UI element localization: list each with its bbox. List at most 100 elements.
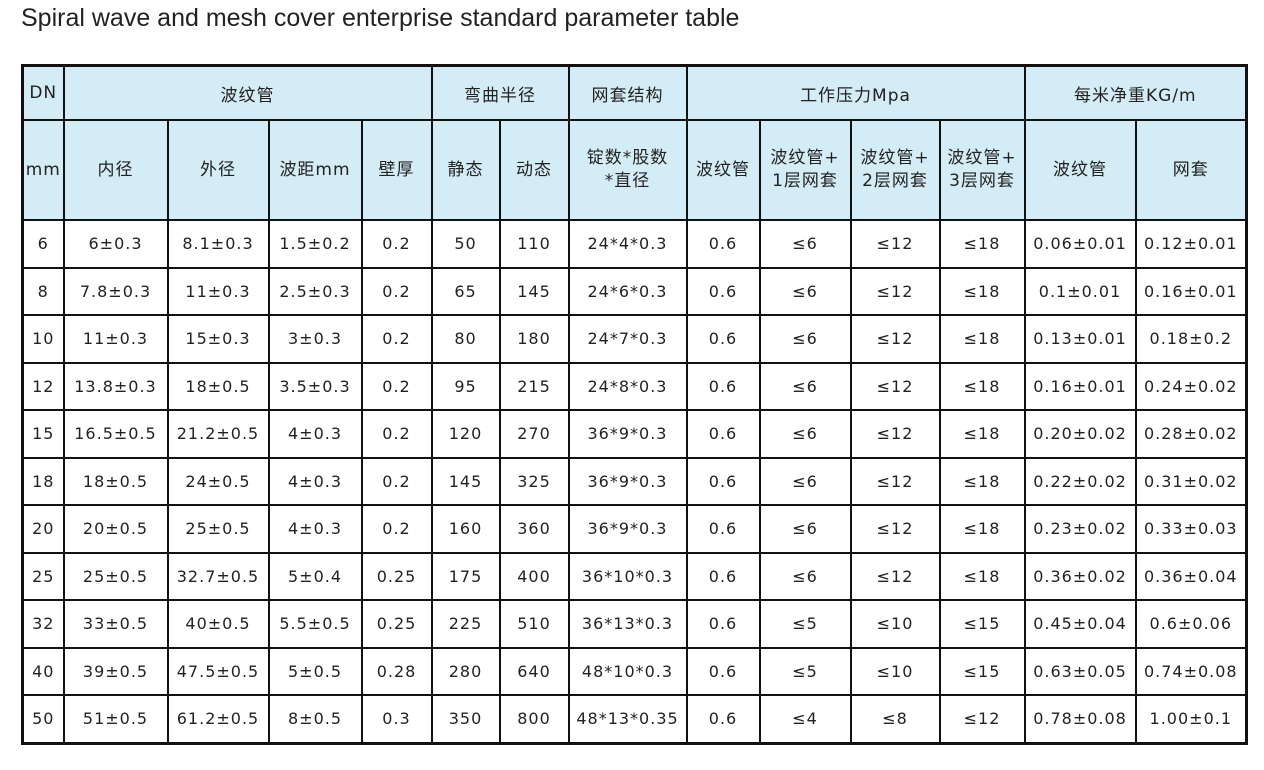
data-cell: ≤6 bbox=[758, 361, 852, 411]
data-cell: 0.3 bbox=[360, 694, 433, 744]
subheader-line: 1层网套 bbox=[772, 171, 838, 191]
data-cell: 0.6 bbox=[685, 694, 761, 744]
subheader-line: 3层网套 bbox=[949, 171, 1015, 191]
data-cell: 0.24±0.02 bbox=[1134, 361, 1248, 411]
data-cell: 2.5±0.3 bbox=[267, 266, 363, 316]
subheader-cell: 波纹管+ 2层网套 bbox=[849, 119, 941, 221]
data-cell: 0.2 bbox=[360, 456, 433, 506]
data-cell: 0.16±0.01 bbox=[1023, 361, 1137, 411]
data-row: 32 33±0.5 40±0.5 5.5±0.5 0.25 225 510 36*13*0.3… bbox=[21, 599, 1248, 649]
data-cell: 11±0.3 bbox=[62, 314, 169, 364]
data-cell: 15±0.3 bbox=[166, 314, 270, 364]
data-cell: 0.22±0.02 bbox=[1023, 456, 1137, 506]
data-cell: 0.2 bbox=[360, 361, 433, 411]
data-cell: ≤12 bbox=[849, 504, 941, 554]
data-cell: 350 bbox=[430, 694, 501, 744]
header-row: DN 波纹管 弯曲半径 网套结构 工作压力Mpa 每米净重KG/m bbox=[21, 64, 1248, 121]
data-cell: ≤5 bbox=[758, 646, 852, 696]
data-cell: 24*6*0.3 bbox=[567, 266, 688, 316]
data-cell: 0.6 bbox=[685, 456, 761, 506]
data-cell: 360 bbox=[498, 504, 570, 554]
data-cell: 25 bbox=[21, 551, 65, 601]
data-cell: 15 bbox=[21, 409, 65, 459]
data-cell: 0.28 bbox=[360, 646, 433, 696]
data-cell: 65 bbox=[430, 266, 501, 316]
data-cell: 24*4*0.3 bbox=[567, 219, 688, 269]
data-cell: 0.6 bbox=[685, 266, 761, 316]
data-cell: 0.63±0.05 bbox=[1023, 646, 1137, 696]
data-cell: 0.6 bbox=[685, 646, 761, 696]
data-cell: 13.8±0.3 bbox=[62, 361, 169, 411]
subheader-cell: 静态 bbox=[430, 119, 501, 221]
data-cell: 180 bbox=[498, 314, 570, 364]
data-cell: 0.2 bbox=[360, 504, 433, 554]
data-row: 20 20±0.5 25±0.5 4±0.3 0.2 160 360 36*9*0.3 0.6 ≤… bbox=[21, 504, 1248, 554]
data-row: 8 7.8±0.3 11±0.3 2.5±0.3 0.2 65 145 24*6*0.3 0.6… bbox=[21, 266, 1248, 316]
data-cell: 400 bbox=[498, 551, 570, 601]
table-body: DN 波纹管 弯曲半径 网套结构 工作压力Mpa 每米净重KG/m mm 内径 外径 波距mm 壁厚… bbox=[21, 64, 1248, 744]
data-cell: ≤6 bbox=[758, 551, 852, 601]
data-cell: 48*13*0.35 bbox=[567, 694, 688, 744]
data-cell: 40±0.5 bbox=[166, 599, 270, 649]
data-cell: ≤6 bbox=[758, 409, 852, 459]
data-cell: 0.28±0.02 bbox=[1134, 409, 1248, 459]
header-cell: 每米净重KG/m bbox=[1023, 64, 1248, 121]
data-cell: 0.36±0.04 bbox=[1134, 551, 1248, 601]
subheader-row: mm 内径 外径 波距mm 壁厚 静态 动态 锭数*股数 *直径 波纹管 波纹管+ 1层网套 波纹管+ 2… bbox=[21, 119, 1248, 221]
data-cell: 0.6 bbox=[685, 219, 761, 269]
data-cell: 145 bbox=[430, 456, 501, 506]
data-cell: 0.33±0.03 bbox=[1134, 504, 1248, 554]
data-cell: 8 bbox=[21, 266, 65, 316]
data-row: 50 51±0.5 61.2±0.5 8±0.5 0.3 350 800 48*13*0.35… bbox=[21, 694, 1248, 744]
subheader-line: 波纹管+ bbox=[770, 148, 840, 168]
data-cell: 0.45±0.04 bbox=[1023, 599, 1137, 649]
data-cell: ≤8 bbox=[849, 694, 941, 744]
data-row: 12 13.8±0.3 18±0.5 3.5±0.3 0.2 95 215 24*8*0.3 0… bbox=[21, 361, 1248, 411]
subheader-cell: 波纹管 bbox=[685, 119, 761, 221]
data-cell: 0.74±0.08 bbox=[1134, 646, 1248, 696]
data-cell: ≤18 bbox=[938, 504, 1026, 554]
data-cell: 800 bbox=[498, 694, 570, 744]
data-cell: 325 bbox=[498, 456, 570, 506]
data-cell: 50 bbox=[21, 694, 65, 744]
subheader-cell: mm bbox=[21, 119, 65, 221]
data-cell: 0.6 bbox=[685, 361, 761, 411]
data-cell: ≤10 bbox=[849, 646, 941, 696]
data-cell: 5±0.4 bbox=[267, 551, 363, 601]
data-cell: 0.1±0.01 bbox=[1023, 266, 1137, 316]
header-cell: 波纹管 bbox=[62, 64, 433, 121]
data-cell: 0.2 bbox=[360, 219, 433, 269]
data-cell: 4±0.3 bbox=[267, 456, 363, 506]
subheader-cell: 动态 bbox=[498, 119, 570, 221]
data-cell: ≤12 bbox=[849, 314, 941, 364]
data-cell: 36*9*0.3 bbox=[567, 409, 688, 459]
data-cell: 24*7*0.3 bbox=[567, 314, 688, 364]
data-cell: 32.7±0.5 bbox=[166, 551, 270, 601]
data-cell: 0.6 bbox=[685, 504, 761, 554]
data-cell: 50 bbox=[430, 219, 501, 269]
data-cell: 40 bbox=[21, 646, 65, 696]
data-cell: ≤12 bbox=[849, 361, 941, 411]
data-cell: 18±0.5 bbox=[62, 456, 169, 506]
data-cell: 36*10*0.3 bbox=[567, 551, 688, 601]
data-cell: 51±0.5 bbox=[62, 694, 169, 744]
data-cell: 32 bbox=[21, 599, 65, 649]
data-cell: 0.20±0.02 bbox=[1023, 409, 1137, 459]
data-cell: ≤12 bbox=[849, 551, 941, 601]
subheader-line: 波纹管+ bbox=[947, 148, 1017, 168]
data-cell: 0.6 bbox=[685, 314, 761, 364]
data-cell: 0.2 bbox=[360, 314, 433, 364]
data-cell: 0.2 bbox=[360, 409, 433, 459]
subheader-cell: 壁厚 bbox=[360, 119, 433, 221]
data-cell: 0.16±0.01 bbox=[1134, 266, 1248, 316]
data-cell: 215 bbox=[498, 361, 570, 411]
data-cell: 0.06±0.01 bbox=[1023, 219, 1137, 269]
data-cell: 10 bbox=[21, 314, 65, 364]
data-row: 6 6±0.3 8.1±0.3 1.5±0.2 0.2 50 110 24*4*0.3 0.6 ≤… bbox=[21, 219, 1248, 269]
data-cell: 24*8*0.3 bbox=[567, 361, 688, 411]
header-cell: 网套结构 bbox=[567, 64, 688, 121]
data-cell: ≤12 bbox=[849, 266, 941, 316]
subheader-cell: 波纹管 bbox=[1023, 119, 1137, 221]
data-cell: 36*9*0.3 bbox=[567, 456, 688, 506]
data-cell: 1.00±0.1 bbox=[1134, 694, 1248, 744]
